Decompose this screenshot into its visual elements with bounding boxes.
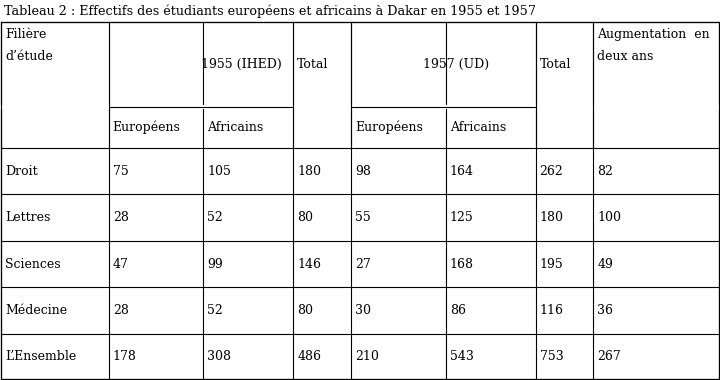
Text: 28: 28 [113, 304, 129, 317]
Text: 47: 47 [113, 258, 129, 271]
Text: 30: 30 [355, 304, 371, 317]
Text: Augmentation  en: Augmentation en [598, 28, 710, 41]
Text: Sciences: Sciences [5, 258, 60, 271]
Text: 146: 146 [297, 258, 321, 271]
Text: 753: 753 [539, 350, 563, 363]
Text: 125: 125 [450, 211, 474, 224]
Text: 98: 98 [355, 165, 371, 178]
Text: 1957 (UD): 1957 (UD) [423, 58, 490, 71]
Text: Total: Total [297, 58, 328, 71]
Text: 80: 80 [297, 211, 313, 224]
Text: 75: 75 [113, 165, 128, 178]
Text: 86: 86 [450, 304, 466, 317]
Text: 486: 486 [297, 350, 321, 363]
Text: Européens: Européens [355, 121, 423, 134]
Text: 168: 168 [450, 258, 474, 271]
Text: 52: 52 [207, 211, 223, 224]
Text: 49: 49 [598, 258, 613, 271]
Text: 543: 543 [450, 350, 474, 363]
Text: Africains: Africains [450, 121, 506, 134]
Text: Droit: Droit [5, 165, 37, 178]
Text: L’Ensemble: L’Ensemble [5, 350, 76, 363]
Text: Lettres: Lettres [5, 211, 50, 224]
Text: 180: 180 [297, 165, 321, 178]
Text: 195: 195 [539, 258, 563, 271]
Text: 82: 82 [598, 165, 613, 178]
Text: deux ans: deux ans [598, 50, 654, 63]
Text: 1955 (IHED): 1955 (IHED) [201, 58, 282, 71]
Text: Africains: Africains [207, 121, 264, 134]
Text: 164: 164 [450, 165, 474, 178]
Text: 52: 52 [207, 304, 223, 317]
Text: 99: 99 [207, 258, 223, 271]
Text: 262: 262 [539, 165, 563, 178]
Text: Tableau 2 : Effectifs des étudiants européens et africains à Dakar en 1955 et 19: Tableau 2 : Effectifs des étudiants euro… [4, 5, 536, 18]
Text: 80: 80 [297, 304, 313, 317]
Text: 55: 55 [355, 211, 371, 224]
Text: 105: 105 [207, 165, 231, 178]
Text: 100: 100 [598, 211, 621, 224]
Text: Médecine: Médecine [5, 304, 67, 317]
Text: Filière: Filière [5, 28, 46, 41]
Text: 116: 116 [539, 304, 564, 317]
Text: Européens: Européens [113, 121, 181, 134]
Text: 36: 36 [598, 304, 613, 317]
Text: 210: 210 [355, 350, 379, 363]
Text: d’étude: d’étude [5, 50, 53, 63]
Text: 308: 308 [207, 350, 231, 363]
Text: 180: 180 [539, 211, 564, 224]
Text: Total: Total [539, 58, 571, 71]
Text: 178: 178 [113, 350, 137, 363]
Text: 27: 27 [355, 258, 371, 271]
Text: 267: 267 [598, 350, 621, 363]
Text: 28: 28 [113, 211, 129, 224]
